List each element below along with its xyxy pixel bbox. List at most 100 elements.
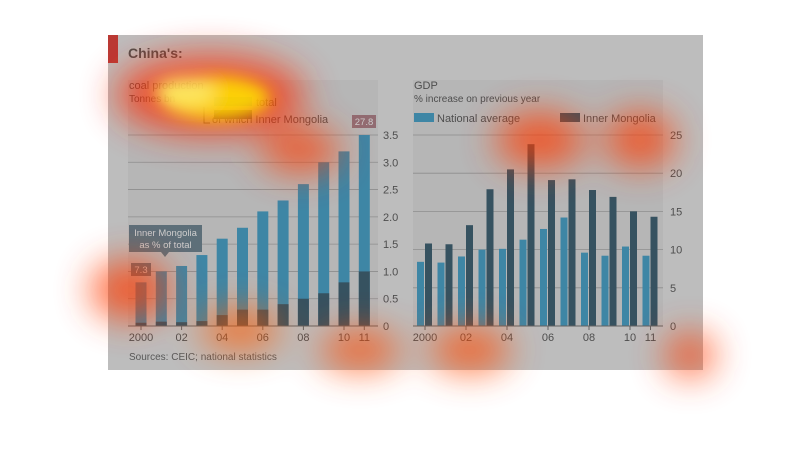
gdp-y-tick-label: 0 bbox=[670, 321, 676, 333]
coal-bar-inner-mongolia bbox=[176, 322, 188, 326]
gdp-bar-national-average bbox=[478, 249, 486, 326]
coal-bar-total bbox=[155, 271, 167, 326]
gdp-bar-inner-mongolia bbox=[589, 190, 596, 326]
gdp-bar-national-average bbox=[560, 217, 568, 326]
im-share-callout-pointer bbox=[161, 252, 169, 257]
coal-bar-inner-mongolia bbox=[277, 304, 289, 326]
gdp-bar-inner-mongolia bbox=[548, 180, 555, 326]
coal-bar-inner-mongolia bbox=[216, 315, 228, 326]
gdp-bar-national-average bbox=[458, 256, 465, 326]
im-share-2011-label: 27.8 bbox=[355, 117, 374, 128]
coal-y-tick-label: 3.5 bbox=[383, 130, 398, 142]
gdp-y-tick-label: 20 bbox=[670, 168, 682, 180]
gdp-bar-inner-mongolia bbox=[527, 144, 535, 326]
im-share-callout-line2: as % of total bbox=[139, 240, 191, 251]
gdp-bar-inner-mongolia bbox=[486, 189, 494, 326]
coal-bar-total bbox=[318, 162, 330, 326]
sources-note: Sources: CEIC; national statistics bbox=[129, 352, 277, 363]
im-share-2011-box bbox=[352, 115, 376, 128]
coal-bar-total bbox=[216, 238, 228, 326]
gdp-legend-national-swatch bbox=[414, 113, 434, 122]
coal-x-tick-label: 2000 bbox=[129, 332, 153, 344]
coal-x-tick-label: 08 bbox=[297, 332, 309, 344]
im-share-2000-label: 7.3 bbox=[134, 265, 147, 276]
gdp-x-tick-label: 06 bbox=[542, 332, 554, 344]
coal-bar-total bbox=[176, 265, 188, 326]
coal-bar-inner-mongolia bbox=[358, 271, 370, 326]
coal-y-tick-label: 2.0 bbox=[383, 212, 398, 224]
coal-x-tick-label: 04 bbox=[216, 332, 228, 344]
gdp-bar-national-average bbox=[519, 239, 527, 326]
coal-bar-inner-mongolia bbox=[155, 321, 167, 326]
coal-chart-subtitle: Tonnes bn bbox=[129, 94, 175, 105]
gdp-bar-inner-mongolia bbox=[507, 169, 514, 326]
gdp-x-tick-label: 10 bbox=[624, 332, 636, 344]
gdp-bar-inner-mongolia bbox=[568, 179, 576, 326]
coal-chart-title: coal production bbox=[129, 80, 204, 92]
coal-y-tick-label: 1.5 bbox=[383, 239, 398, 251]
gdp-bar-inner-mongolia bbox=[650, 216, 658, 326]
coal-bar-total bbox=[277, 200, 289, 326]
gdp-chart-subtitle: % increase on previous year bbox=[414, 94, 541, 105]
gdp-chart: GDP % increase on previous year National… bbox=[413, 80, 682, 344]
gdp-bar-national-average bbox=[581, 252, 588, 326]
coal-legend-im: of which Inner Mongolia bbox=[212, 114, 329, 126]
gdp-bar-national-average bbox=[540, 228, 547, 326]
coal-bar-total bbox=[257, 211, 269, 326]
coal-chart: coal production Tonnes bn total of which… bbox=[128, 80, 398, 344]
coal-bar-total bbox=[297, 184, 309, 326]
gdp-bar-inner-mongolia bbox=[630, 211, 637, 326]
coal-y-tick-label: 0 bbox=[383, 321, 389, 333]
gdp-bar-inner-mongolia bbox=[609, 196, 617, 326]
gdp-x-tick-label: 08 bbox=[583, 332, 595, 344]
coal-bar-inner-mongolia bbox=[318, 293, 330, 326]
gdp-x-tick-label: 11 bbox=[645, 332, 656, 344]
gdp-bar-national-average bbox=[417, 261, 424, 326]
coal-x-tick-label: 10 bbox=[338, 332, 350, 344]
coal-bar-inner-mongolia bbox=[237, 309, 248, 326]
coal-bar-total bbox=[135, 282, 147, 326]
gdp-chart-title: GDP bbox=[414, 80, 438, 92]
gdp-bar-inner-mongolia bbox=[445, 244, 453, 326]
header-title: China's: bbox=[128, 45, 183, 61]
gdp-y-tick-label: 25 bbox=[670, 130, 682, 142]
coal-bar-inner-mongolia bbox=[257, 309, 269, 326]
gdp-bar-inner-mongolia bbox=[466, 225, 473, 326]
coal-bar-inner-mongolia bbox=[338, 282, 350, 326]
coal-legend-total: total bbox=[256, 97, 277, 109]
gdp-bar-inner-mongolia bbox=[425, 243, 432, 326]
coal-y-tick-label: 2.5 bbox=[383, 185, 398, 197]
gdp-x-tick-label: 02 bbox=[460, 332, 472, 344]
coal-bar-inner-mongolia bbox=[297, 298, 309, 326]
coal-bar-total bbox=[338, 151, 350, 326]
gdp-bar-national-average bbox=[642, 255, 650, 326]
gdp-y-tick-label: 15 bbox=[670, 206, 682, 218]
coal-y-ticks: 0 0.5 1.0 1.5 2.0 2.5 3.0 3.5 bbox=[383, 130, 398, 333]
coal-bar-total bbox=[196, 255, 208, 326]
gdp-legend-im-swatch bbox=[560, 113, 580, 122]
coal-bar-inner-mongolia bbox=[196, 321, 208, 326]
coal-x-tick-label: 06 bbox=[257, 332, 269, 344]
gdp-legend-national: National average bbox=[437, 113, 520, 125]
coal-bar-inner-mongolia bbox=[135, 322, 147, 326]
coal-y-tick-label: 3.0 bbox=[383, 157, 398, 169]
gdp-x-tick-label: 04 bbox=[501, 332, 513, 344]
gdp-bars bbox=[417, 144, 658, 326]
gdp-y-tick-label: 5 bbox=[670, 283, 676, 295]
gdp-bar-national-average bbox=[437, 262, 445, 326]
coal-bar-total bbox=[237, 227, 248, 326]
coal-legend-total-swatch bbox=[214, 97, 252, 106]
coal-y-tick-label: 1.0 bbox=[383, 266, 398, 278]
gdp-bar-national-average bbox=[601, 255, 609, 326]
coal-x-tick-label: 11 bbox=[359, 332, 370, 344]
accent-bar bbox=[108, 35, 118, 63]
coal-bar-total bbox=[358, 135, 370, 326]
gdp-bar-national-average bbox=[499, 248, 506, 326]
coal-y-tick-label: 0.5 bbox=[383, 294, 398, 306]
gdp-gridlines bbox=[413, 134, 663, 289]
gdp-y-tick-label: 10 bbox=[670, 245, 682, 257]
coal-x-tick-label: 02 bbox=[175, 332, 187, 344]
gdp-legend-im: Inner Mongolia bbox=[583, 113, 657, 125]
